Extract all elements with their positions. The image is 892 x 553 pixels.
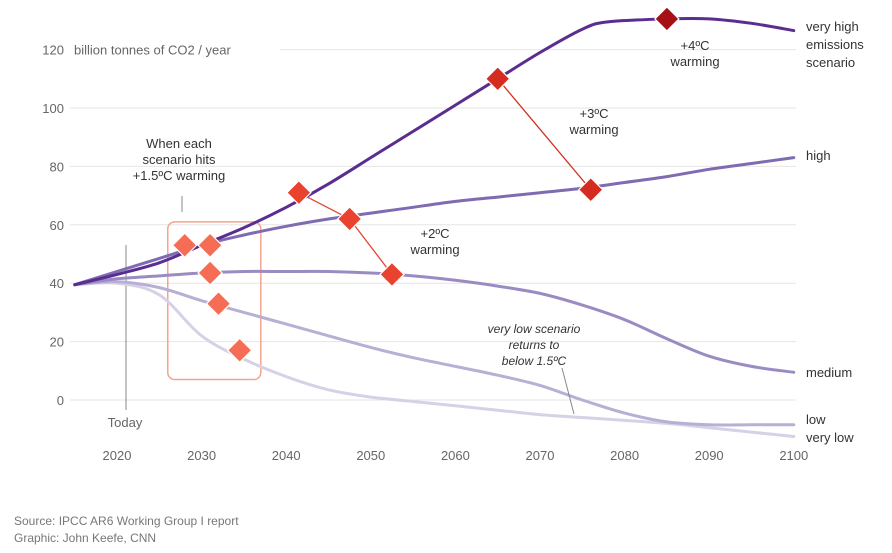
series-label: scenario <box>806 55 855 70</box>
series-label: high <box>806 148 831 163</box>
x-tick-label: 2100 <box>779 448 808 463</box>
annotation-onepoint5: When each <box>146 136 212 151</box>
y-axis-ticks: 0 20 40 60 80 100 120 <box>42 43 64 408</box>
marker-four <box>654 6 680 32</box>
y-tick-label: 100 <box>42 101 64 116</box>
x-tick-label: 2020 <box>103 448 132 463</box>
y-tick-label: 120 <box>42 43 64 58</box>
series-label: medium <box>806 365 852 380</box>
x-axis-ticks: 2020 2030 2040 2050 2060 2070 2080 2090 2100 <box>103 448 809 463</box>
annotation-onepoint5: +1.5ºC warming <box>133 168 226 183</box>
marker-two <box>379 261 405 288</box>
y-tick-label: 0 <box>57 393 64 408</box>
marker-connector <box>497 78 592 191</box>
y-tick-label: 80 <box>50 159 64 174</box>
x-tick-label: 2080 <box>610 448 639 463</box>
y-tick-label: 20 <box>50 335 64 350</box>
marker-two <box>286 179 312 206</box>
annotation-three: warming <box>568 122 618 137</box>
series-label: very low <box>806 430 854 445</box>
series-labels: very high emissions scenario high medium low v… <box>806 19 864 445</box>
x-tick-label: 2070 <box>526 448 555 463</box>
marker-three <box>484 65 511 92</box>
series-label: low <box>806 412 826 427</box>
marker-connector <box>349 218 393 275</box>
annotation-verylow: very low scenario <box>488 322 581 336</box>
annotation-three: +3ºC <box>580 106 609 121</box>
series-label: very high <box>806 19 859 34</box>
marker-onepoint5 <box>197 260 223 286</box>
marker-two <box>336 206 363 232</box>
x-tick-label: 2040 <box>272 448 301 463</box>
annotation-verylow: below 1.5ºC <box>502 354 567 368</box>
y-tick-label: 40 <box>50 276 64 291</box>
marker-onepoint5 <box>171 232 198 259</box>
series-line-medium <box>73 269 796 374</box>
y-tick-label: 60 <box>50 218 64 233</box>
series-line-low <box>73 280 796 427</box>
series-line-very-low <box>73 281 796 438</box>
annotation-pointer <box>561 367 575 415</box>
annotation-verylow: returns to <box>509 338 560 352</box>
annotation-onepoint5: scenario hits <box>143 152 216 167</box>
grid-lines <box>70 49 796 401</box>
co2-emissions-chart: 2020 2030 2040 2050 2060 2070 2080 2090 2100 020… <box>42 6 864 463</box>
marker-onepoint5 <box>197 232 223 259</box>
marker-three <box>577 176 604 203</box>
marker-onepoint5 <box>205 290 232 317</box>
y-axis-label: billion tonnes of CO2 / year <box>74 43 231 58</box>
series-label: emissions <box>806 37 864 52</box>
annotation-two: warming <box>409 242 459 257</box>
today-label: Today <box>108 415 143 430</box>
source-note: Source: IPCC AR6 Working Group I report <box>14 514 239 528</box>
annotation-two: +2ºC <box>421 226 450 241</box>
x-tick-label: 2090 <box>695 448 724 463</box>
warming-markers <box>171 6 680 364</box>
x-tick-label: 2060 <box>441 448 470 463</box>
x-tick-label: 2030 <box>187 448 216 463</box>
annotation-four: warming <box>669 54 719 69</box>
x-tick-label: 2050 <box>356 448 385 463</box>
marker-onepoint5 <box>226 337 253 364</box>
annotation-four: +4ºC <box>681 38 710 53</box>
graphic-credit: Graphic: John Keefe, CNN <box>14 531 157 545</box>
